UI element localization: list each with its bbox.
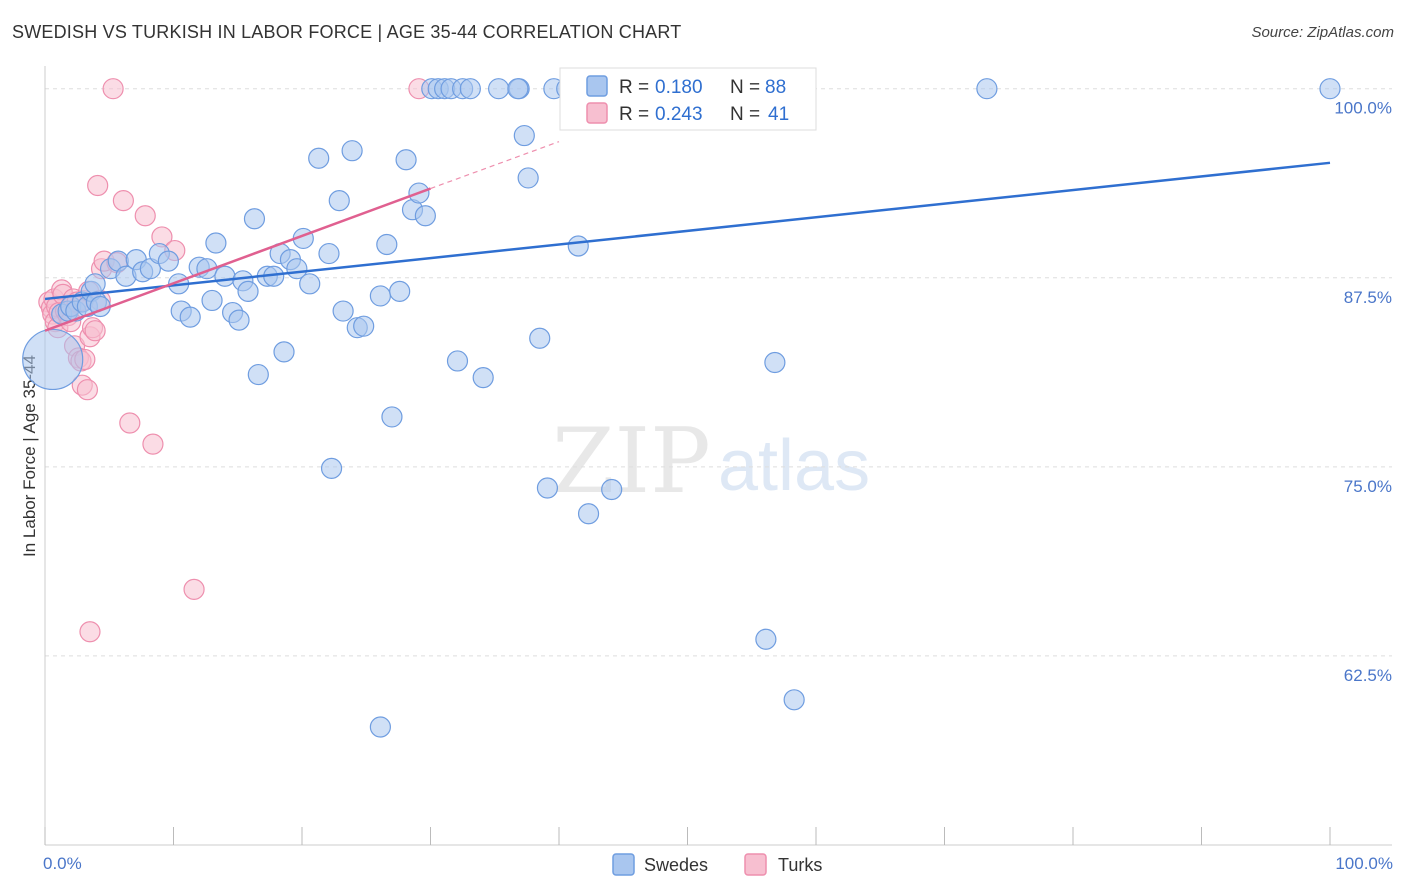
swedes-point-24 bbox=[201, 289, 223, 312]
y-tick-label-1: 87.5% bbox=[1344, 288, 1392, 307]
swedes-point-0 bbox=[22, 328, 84, 391]
x-ticks bbox=[44, 827, 1331, 845]
swedes-point-45 bbox=[332, 300, 354, 322]
swedes-point-68 bbox=[513, 124, 535, 147]
y-tick-label-3: 62.5% bbox=[1344, 666, 1392, 685]
swedes-point-65 bbox=[488, 78, 510, 100]
legend-n-label-turks: N = bbox=[730, 104, 760, 125]
swedes-point-85 bbox=[976, 78, 998, 100]
chart-title: SWEDISH VS TURKISH IN LABOR FORCE | AGE … bbox=[12, 22, 682, 42]
trend-line-turks bbox=[44, 187, 431, 332]
turks-point-38 bbox=[183, 578, 205, 600]
turks-point-30 bbox=[102, 78, 124, 100]
turks-point-21 bbox=[76, 379, 99, 401]
series-turks-points bbox=[38, 78, 430, 643]
bottom-legend-label-turks: Turks bbox=[778, 855, 822, 875]
bottom-legend: Swedes Turks bbox=[612, 853, 822, 876]
legend-swatch-swedes bbox=[586, 75, 608, 97]
y-tick-label-0: 100.0% bbox=[1334, 99, 1392, 118]
swedes-point-50 bbox=[376, 233, 398, 256]
swedes-point-51 bbox=[381, 406, 403, 428]
swedes-point-46 bbox=[341, 140, 363, 162]
swedes-point-31 bbox=[243, 208, 266, 230]
swedes-point-63 bbox=[459, 78, 481, 100]
swedes-point-74 bbox=[567, 235, 589, 257]
bottom-legend-swatch-swedes bbox=[612, 853, 635, 876]
y-tick-label-2: 75.0% bbox=[1344, 477, 1392, 496]
turks-point-26 bbox=[87, 174, 109, 197]
swedes-point-83 bbox=[764, 351, 786, 374]
swedes-point-82 bbox=[755, 628, 777, 650]
turks-point-33 bbox=[119, 412, 141, 434]
swedes-point-86 bbox=[1319, 78, 1341, 100]
swedes-point-69 bbox=[517, 167, 539, 189]
watermark-atlas: atlas bbox=[718, 426, 870, 506]
watermark: ZIP atlas bbox=[552, 409, 870, 514]
gridlines bbox=[45, 88, 1392, 657]
swedes-point-67 bbox=[507, 78, 529, 100]
swedes-point-76 bbox=[577, 503, 600, 525]
y-tick-labels: 100.0% 87.5% 75.0% 62.5% bbox=[1334, 99, 1392, 685]
x-tick-label-100: 100.0% bbox=[1335, 854, 1393, 873]
swedes-point-25 bbox=[205, 232, 227, 254]
series-swedes-points bbox=[22, 78, 1341, 738]
x-tick-label-0: 0.0% bbox=[43, 854, 82, 873]
source-label: Source: ZipAtlas.com bbox=[1251, 24, 1394, 41]
swedes-point-64 bbox=[472, 367, 494, 389]
swedes-point-78 bbox=[601, 478, 623, 501]
swedes-point-71 bbox=[536, 477, 559, 499]
swedes-point-44 bbox=[328, 190, 350, 212]
swedes-point-26 bbox=[214, 265, 236, 287]
swedes-point-84 bbox=[783, 689, 805, 711]
swedes-point-56 bbox=[414, 205, 436, 227]
turks-point-32 bbox=[112, 190, 134, 212]
turks-point-34 bbox=[134, 205, 156, 227]
legend-r-value-turks: 0.243 bbox=[655, 104, 703, 125]
turks-point-39 bbox=[79, 621, 101, 643]
legend-r-value-swedes: 0.180 bbox=[655, 77, 703, 98]
swedes-point-18 bbox=[157, 250, 179, 272]
legend-swatch-turks bbox=[586, 102, 608, 124]
legend-n-value-turks: 41 bbox=[768, 104, 789, 125]
swedes-point-8 bbox=[84, 273, 106, 295]
swedes-point-49 bbox=[369, 285, 391, 307]
swedes-point-61 bbox=[446, 350, 469, 372]
legend-n-value-swedes: 88 bbox=[765, 77, 786, 98]
bottom-legend-swatch-turks bbox=[744, 853, 767, 876]
swedes-point-42 bbox=[318, 242, 340, 265]
swedes-point-21 bbox=[179, 306, 201, 328]
legend-n-label-swedes: N = bbox=[730, 77, 760, 98]
bottom-legend-label-swedes: Swedes bbox=[644, 855, 708, 875]
y-axis-title: In Labor Force | Age 35-44 bbox=[20, 355, 39, 557]
stats-legend: R = 0.180 N = 88 R = 0.243 N = 41 bbox=[559, 67, 817, 131]
turks-point-35 bbox=[142, 433, 164, 455]
swedes-point-36 bbox=[273, 341, 295, 363]
swedes-point-30 bbox=[237, 280, 259, 302]
swedes-point-41 bbox=[308, 147, 330, 169]
trend-line-swedes bbox=[44, 161, 1331, 301]
swedes-point-70 bbox=[529, 327, 551, 349]
swedes-point-28 bbox=[228, 309, 250, 331]
swedes-point-43 bbox=[320, 457, 343, 479]
legend-r-label-turks: R = bbox=[619, 104, 649, 125]
swedes-point-48 bbox=[353, 315, 375, 337]
swedes-point-52 bbox=[389, 280, 411, 302]
turks-point-25 bbox=[84, 320, 106, 342]
swedes-point-32 bbox=[247, 363, 269, 386]
watermark-zip: ZIP bbox=[552, 409, 711, 514]
trend-line-turks-extension bbox=[430, 141, 560, 190]
swedes-point-40 bbox=[299, 273, 321, 295]
legend-r-label-swedes: R = bbox=[619, 77, 649, 98]
swedes-point-87 bbox=[369, 716, 391, 738]
swedes-point-53 bbox=[395, 149, 417, 171]
